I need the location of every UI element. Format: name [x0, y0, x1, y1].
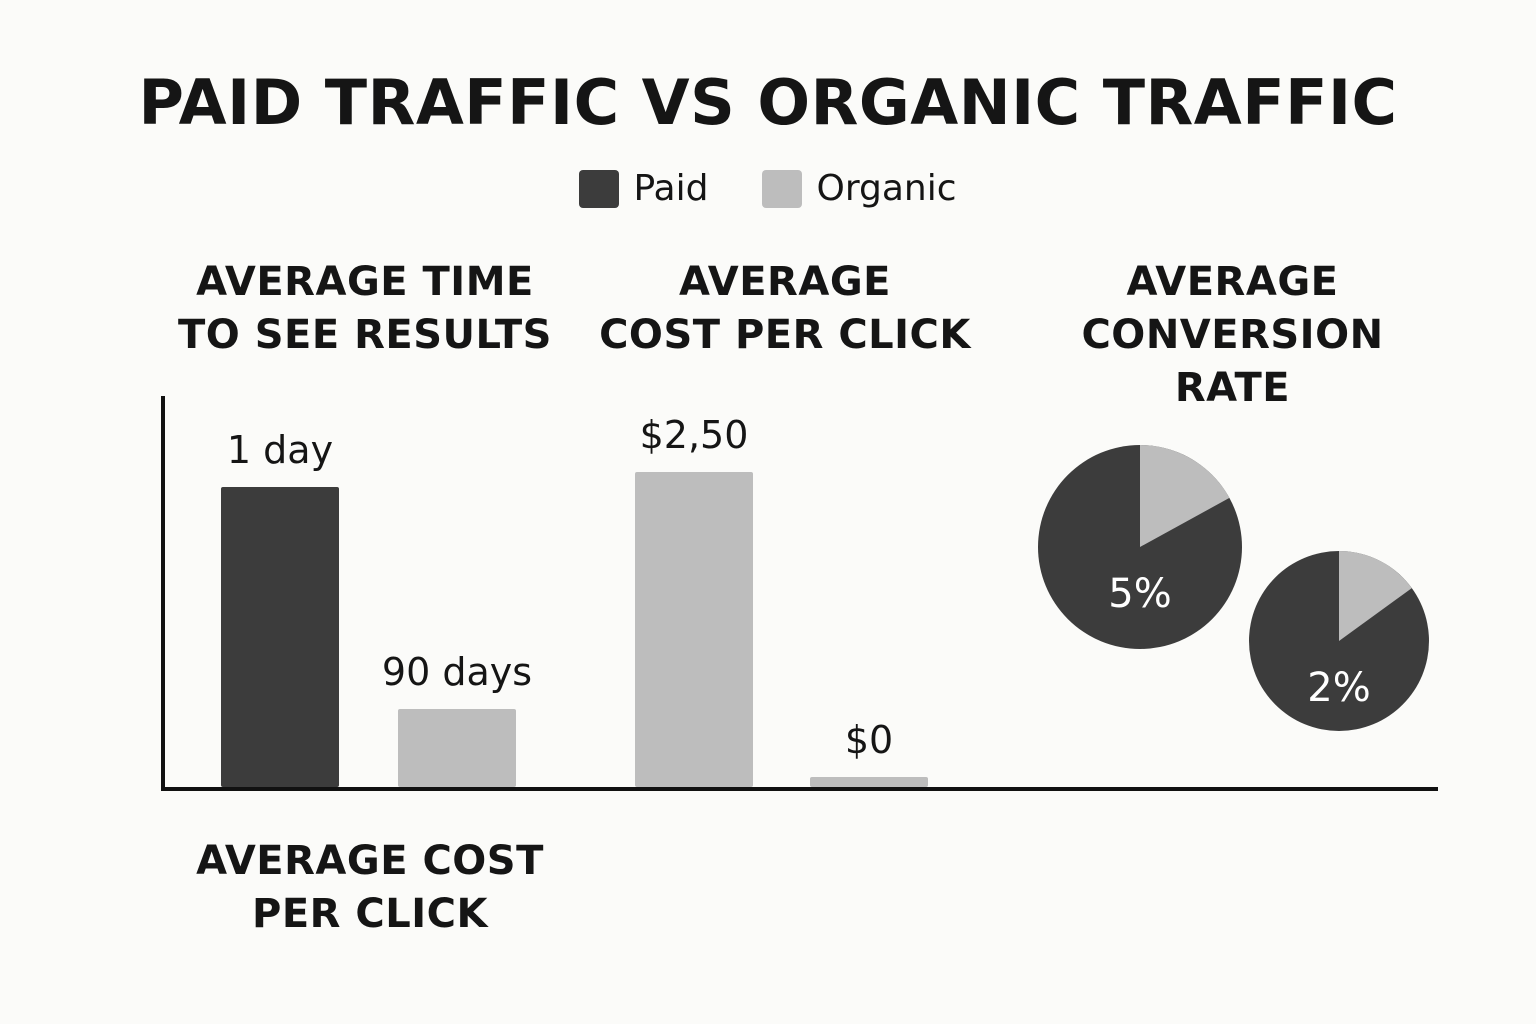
data-label-cpc-organic: $0 [845, 718, 893, 762]
pie-label-organic: 2% [1307, 665, 1370, 711]
panel-title-cpc: AVERAGE COST PER CLICK [599, 259, 971, 358]
pie-slice-paid [1140, 445, 1230, 547]
bar-time-paid [221, 487, 339, 787]
legend-label-paid: Paid [633, 168, 709, 209]
legend-item-organic: Organic [762, 168, 957, 209]
legend: Paid Organic [0, 168, 1536, 209]
legend-label-organic: Organic [816, 168, 957, 209]
panel-title-conversion: AVERAGE CONVERSION RATE [1081, 259, 1384, 411]
legend-swatch-paid [579, 169, 620, 208]
bar-time-organic [398, 709, 516, 787]
pie-slice-organic [1339, 551, 1412, 641]
bar-cpc-paid [635, 472, 753, 787]
data-label-cpc-paid: $2,50 [640, 413, 749, 457]
data-label-time-organic: 90 days [382, 650, 532, 694]
panel-title-time: AVERAGE TIME TO SEE RESULTS [178, 259, 552, 358]
pie-label-paid: 5% [1108, 571, 1171, 617]
bar-cpc-organic [810, 777, 928, 787]
chart-title: PAID TRAFFIC VS ORGANIC TRAFFIC [138, 66, 1398, 139]
footer-label: AVERAGE COST PER CLICK [196, 838, 544, 937]
legend-swatch-organic [762, 169, 803, 208]
data-label-time-paid: 1 day [227, 428, 333, 472]
legend-item-paid: Paid [579, 168, 708, 209]
